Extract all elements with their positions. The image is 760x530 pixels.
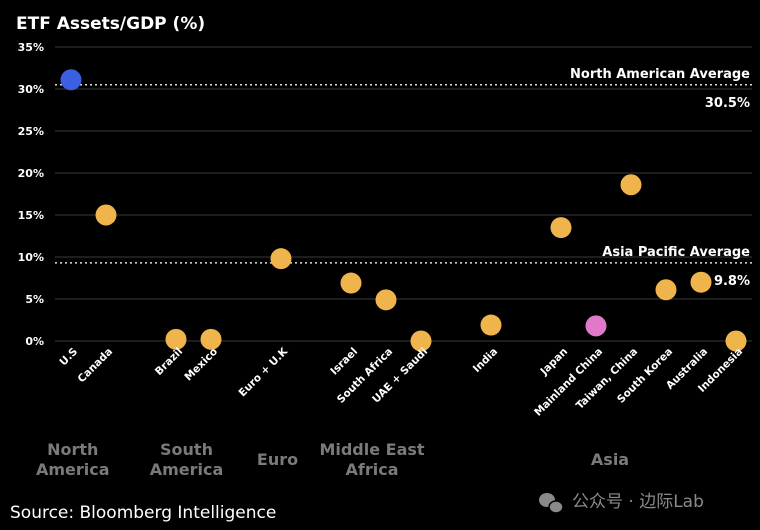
reference-line-value: 9.8% <box>714 274 750 289</box>
data-point <box>655 279 677 301</box>
category-label: Israel <box>328 346 360 378</box>
data-point <box>620 174 642 196</box>
category-label: U.S <box>57 346 80 369</box>
data-point <box>95 204 117 226</box>
category-label: Japan <box>538 346 571 379</box>
data-point <box>375 289 397 311</box>
data-point <box>480 314 502 336</box>
reference-lines: North American Average 30.5% Asia Pacific … <box>55 67 752 289</box>
category-label: Taiwan, China <box>574 346 640 412</box>
chart-title: ETF Assets/GDP (%) <box>16 14 205 34</box>
data-point <box>340 272 362 294</box>
y-tick-label: 0% <box>25 335 44 348</box>
y-tick-label: 35% <box>18 41 44 54</box>
region-label: Asia <box>591 450 629 469</box>
y-tick-label: 30% <box>18 83 44 96</box>
data-point <box>410 330 432 352</box>
y-tick-label: 15% <box>18 209 44 222</box>
watermark: 公众号 · 边际Lab <box>572 492 704 512</box>
data-point <box>165 328 187 350</box>
category-label: Canada <box>76 346 116 386</box>
data-point <box>690 271 712 293</box>
category-label: Brazil <box>153 346 185 378</box>
source-note: Source: Bloomberg Intelligence <box>10 503 276 523</box>
category-label: India <box>471 346 500 375</box>
y-tick-label: 20% <box>18 167 44 180</box>
region-label: South America <box>150 440 224 479</box>
grid: 0% 5% 10% 15% 20% 25% 30% 35% <box>18 41 752 348</box>
category-label: Mexico <box>182 346 220 384</box>
reference-line-label: Asia Pacific Average <box>602 245 750 260</box>
region-label: Middle East Africa <box>319 440 424 479</box>
region-labels: North America South America Euro Middle East A… <box>36 440 629 479</box>
y-tick-label: 25% <box>18 125 44 138</box>
y-tick-label: 5% <box>25 293 44 306</box>
y-tick-label: 10% <box>18 251 44 264</box>
data-points <box>60 69 747 352</box>
wechat-icon <box>539 493 564 514</box>
region-label: North America <box>36 440 110 479</box>
data-point <box>725 330 747 352</box>
data-point <box>200 328 222 350</box>
category-label: Euro + U.K <box>237 345 291 399</box>
reference-line-label: North American Average <box>570 67 750 82</box>
region-label: Euro <box>257 450 298 469</box>
data-point <box>585 315 607 337</box>
data-point <box>270 248 292 270</box>
data-point <box>60 69 82 91</box>
reference-line-value: 30.5% <box>705 96 750 111</box>
data-point <box>550 217 572 239</box>
